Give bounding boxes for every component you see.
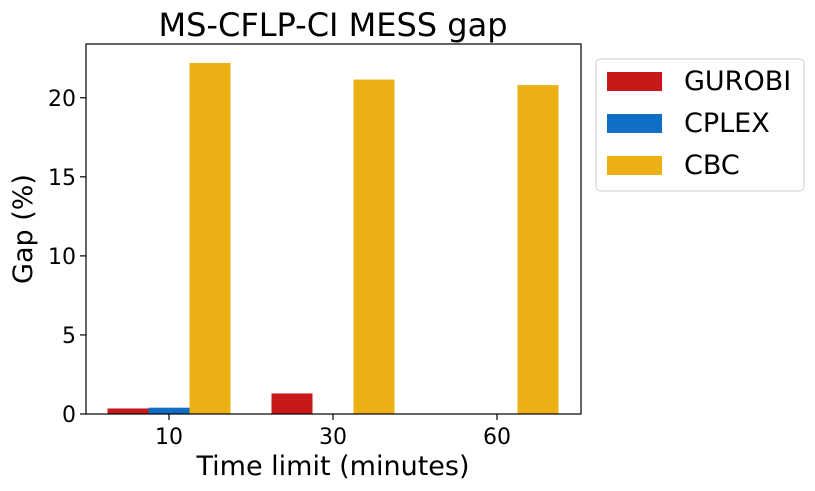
x-tick-label: 30	[319, 425, 347, 450]
legend-swatch-cbc	[607, 156, 662, 175]
chart-title: MS-CFLP-CI MESS gap	[159, 6, 508, 44]
y-tick-label: 20	[48, 87, 76, 112]
plot-frame	[85, 43, 582, 415]
legend-swatch-cplex	[607, 114, 662, 133]
bar-cbc-10	[189, 62, 231, 414]
y-tick-label: 5	[62, 324, 76, 349]
legend: GUROBI CPLEX CBC	[595, 58, 805, 192]
y-axis-label: Gap (%)	[8, 174, 39, 284]
y-tick-label: 0	[62, 403, 76, 428]
x-tick-label: 60	[483, 425, 511, 450]
x-axis: 10 30 60	[155, 414, 511, 450]
legend-label-cplex: CPLEX	[684, 108, 770, 139]
bar-gurobi-30	[271, 393, 313, 414]
x-tick-label: 10	[155, 425, 183, 450]
legend-label-gurobi: GUROBI	[684, 66, 791, 97]
legend-label-cbc: CBC	[684, 150, 740, 181]
x-axis-label: Time limit (minutes)	[196, 451, 470, 482]
y-tick-label: 10	[48, 245, 76, 270]
bar-cplex-10	[148, 407, 190, 414]
y-tick-label: 15	[48, 166, 76, 191]
bars-group	[107, 62, 559, 415]
bar-gurobi-10	[107, 408, 149, 414]
bar-cbc-60	[517, 85, 559, 414]
legend-swatch-gurobi	[607, 72, 662, 91]
bar-cbc-30	[353, 79, 395, 415]
y-axis: 0 5 10 15 20	[48, 87, 86, 428]
